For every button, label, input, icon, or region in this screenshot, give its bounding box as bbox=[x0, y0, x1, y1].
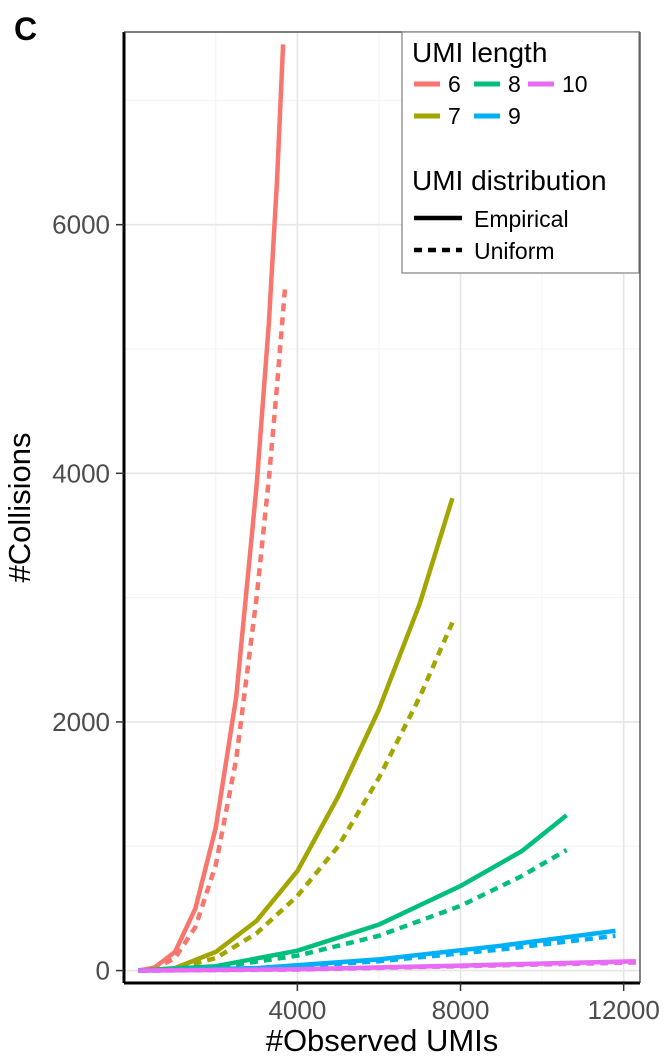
legend-label-umi-7: 7 bbox=[448, 103, 461, 129]
x-tick-label: 8000 bbox=[432, 995, 490, 1025]
legend-label-umi-9: 9 bbox=[508, 103, 521, 129]
series-line-6-empirical bbox=[137, 44, 286, 973]
series-line-7-uniform bbox=[138, 621, 455, 973]
legend-box bbox=[401, 31, 640, 274]
x-axis-title: #Observed UMIs bbox=[266, 1023, 499, 1056]
series-line-8-uniform bbox=[138, 848, 568, 973]
legend-label-empirical: Empirical bbox=[474, 206, 569, 232]
y-tick-label: 2000 bbox=[52, 707, 110, 737]
y-tick-label: 6000 bbox=[52, 210, 110, 240]
series-lines bbox=[137, 44, 636, 973]
series-line-10-uniform bbox=[138, 960, 636, 973]
legend-label-umi-8: 8 bbox=[508, 71, 521, 97]
legend-label-umi-10: 10 bbox=[562, 71, 588, 97]
y-axis-title: #Collisions bbox=[2, 433, 37, 583]
x-tick-label: 12000 bbox=[588, 995, 660, 1025]
legend-linetype-title: UMI distribution bbox=[412, 165, 607, 196]
y-tick-label: 4000 bbox=[52, 458, 110, 488]
legend-color-title: UMI length bbox=[412, 37, 547, 68]
series-line-9-uniform bbox=[138, 933, 616, 973]
legend-label-umi-6: 6 bbox=[448, 71, 461, 97]
axes bbox=[122, 31, 641, 985]
y-tick-label: 0 bbox=[96, 956, 110, 986]
panel-label: C bbox=[14, 11, 37, 47]
legend: UMI length 6 7 8 9 10 UMI distribution Empirica… bbox=[401, 31, 640, 274]
x-tick-label: 4000 bbox=[268, 995, 326, 1025]
series-line-7-empirical bbox=[138, 497, 455, 973]
legend-label-uniform: Uniform bbox=[474, 238, 555, 264]
tick-labels: 4000 8000 12000 0 2000 4000 6000 bbox=[52, 210, 660, 1025]
series-line-6-uniform bbox=[138, 286, 288, 973]
